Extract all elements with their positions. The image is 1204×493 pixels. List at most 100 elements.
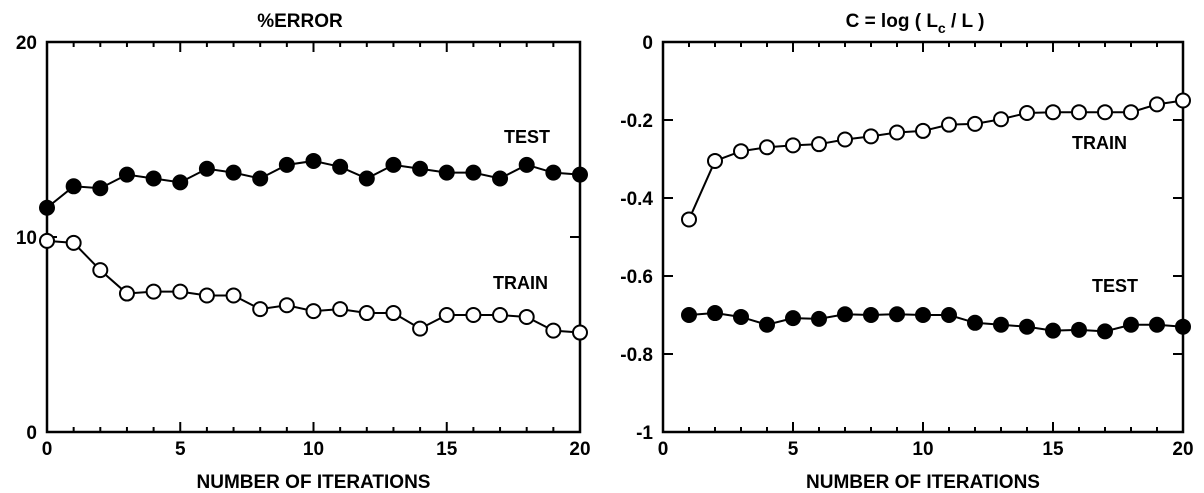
test-series-point	[1175, 318, 1191, 335]
test-series-point	[967, 314, 983, 331]
x-tick-label: 0	[658, 439, 669, 460]
train-series-point	[889, 124, 905, 141]
train-series-point	[225, 287, 242, 304]
train-series-point	[305, 303, 322, 320]
x-tick-label: 15	[1042, 439, 1064, 460]
train-series-point	[1149, 96, 1165, 113]
test-series-point	[941, 307, 957, 323]
test-series-point	[863, 307, 879, 323]
train-series-point	[545, 322, 562, 339]
test-series-point	[518, 156, 535, 173]
train-series-point	[252, 301, 269, 318]
y-tick-label: -0.6	[620, 267, 653, 288]
train-series-point	[172, 283, 189, 300]
train-series-point	[1175, 92, 1191, 109]
train-series-point	[681, 211, 697, 228]
y-tick-label: 0	[26, 423, 37, 444]
train-series-point	[39, 232, 55, 249]
train-series-point	[518, 308, 535, 325]
test-series-point	[39, 199, 55, 216]
train-series-point	[332, 301, 349, 318]
train-series-point	[863, 128, 879, 145]
test-series-point	[438, 164, 455, 181]
train-series-point	[707, 152, 723, 169]
train-series-point	[412, 320, 429, 337]
x-tick-label: 10	[912, 439, 933, 460]
x-tick-label: 5	[175, 439, 186, 460]
test-series-point	[572, 166, 588, 183]
y-tick-label: -0.8	[620, 345, 653, 366]
train-series-point	[572, 324, 588, 341]
test-series-point	[993, 316, 1009, 333]
test-series-point	[358, 170, 375, 187]
train-series-point	[145, 283, 162, 300]
train-series-point	[278, 297, 295, 314]
y-tick-label: -0.2	[620, 111, 653, 132]
train-series-point	[465, 307, 482, 323]
test-series-point	[707, 305, 723, 322]
train-series-point	[385, 305, 402, 322]
test-series-point	[145, 170, 162, 187]
x-tick-label: 20	[1172, 439, 1193, 460]
test-series-point	[889, 306, 905, 323]
train-series-point	[993, 111, 1009, 128]
test-series-point	[465, 164, 482, 181]
test-series-point	[1071, 321, 1087, 338]
test-series-point	[172, 174, 189, 191]
test-series-point	[759, 316, 775, 333]
train-series-point	[118, 285, 135, 302]
test-series-point	[92, 180, 109, 197]
x-axis-label: NUMBER OF ITERATIONS	[806, 472, 1040, 493]
test-series-point	[733, 308, 749, 325]
test-series-label: TEST	[1092, 276, 1138, 296]
test-series-point	[225, 164, 242, 181]
test-series-point	[252, 170, 269, 187]
train-series-point	[1097, 104, 1113, 121]
train-series-label: TRAIN	[1072, 133, 1127, 153]
test-series-point	[915, 307, 931, 323]
test-series-point	[198, 160, 215, 177]
y-tick-label: 10	[16, 228, 37, 249]
test-series-point	[332, 158, 349, 175]
test-series-point	[1097, 323, 1113, 340]
y-tick-label: 20	[16, 33, 37, 54]
test-series-point	[305, 152, 322, 169]
train-series-label: TRAIN	[493, 273, 548, 293]
train-series-point	[733, 143, 749, 160]
x-tick-label: 20	[569, 439, 590, 460]
train-series-point	[837, 131, 853, 148]
test-series-point	[412, 160, 429, 177]
test-series-point	[385, 156, 402, 173]
test-series-point	[811, 310, 827, 327]
test-series-point	[545, 164, 562, 181]
x-tick-label: 10	[303, 439, 324, 460]
train-series-point	[785, 137, 801, 154]
x-axis-label: NUMBER OF ITERATIONS	[197, 472, 431, 493]
y-tick-label: -0.4	[620, 189, 653, 210]
train-series-point	[941, 116, 957, 133]
test-series-point	[278, 156, 295, 173]
test-series-point	[1045, 322, 1061, 339]
test-series-point	[837, 306, 853, 323]
train-series-point	[65, 234, 82, 251]
train-series-point	[438, 307, 455, 323]
test-series-point	[1123, 316, 1139, 333]
train-series-point	[759, 139, 775, 156]
train-series-point	[1123, 104, 1139, 121]
train-series-point	[915, 122, 931, 139]
test-series-label: TEST	[504, 127, 550, 147]
x-tick-label: 0	[42, 439, 53, 460]
train-series-point	[92, 262, 109, 279]
y-tick-label: -1	[636, 423, 653, 444]
chart-title: %ERROR	[257, 11, 343, 32]
train-series-point	[492, 307, 509, 323]
error-chart-panel: %ERROR NUMBER OF ITERATIONS 0 5 10 15 20 0 10 20 T…	[16, 11, 591, 493]
train-series-point	[811, 136, 827, 153]
y-tick-label: 0	[642, 33, 653, 54]
test-series-point	[65, 178, 82, 195]
log-ratio-chart-panel: C = log ( Lc / L ) NUMBER OF ITERATIONS 0 5…	[620, 11, 1193, 493]
train-series-point	[967, 115, 983, 132]
train-series-point	[1071, 104, 1087, 121]
test-series-point	[785, 310, 801, 327]
